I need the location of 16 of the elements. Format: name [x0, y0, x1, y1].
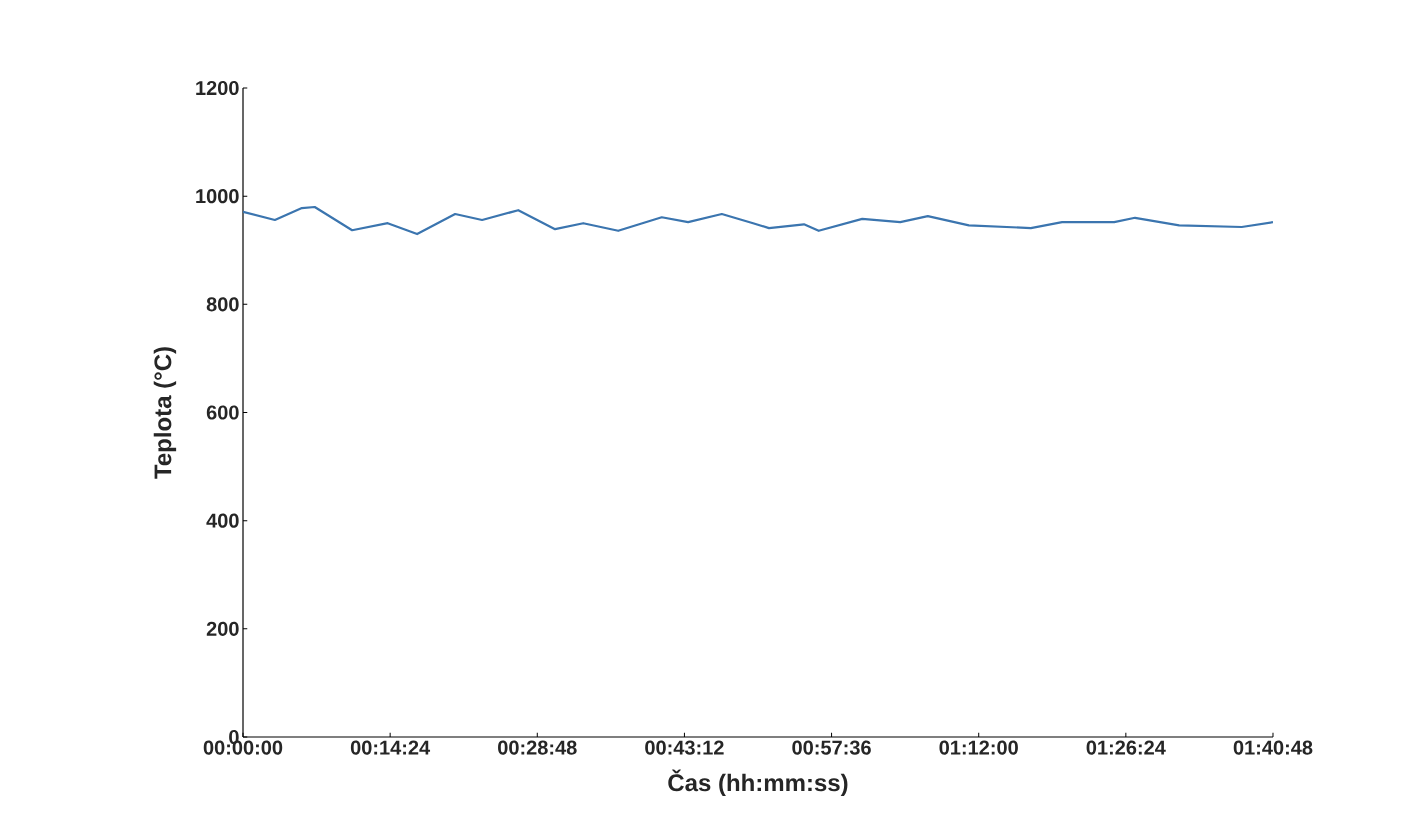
x-tick-label: 01:12:00 [939, 740, 1018, 755]
y-tick-label: 400 [206, 513, 239, 528]
x-tick-label: 00:14:24 [350, 740, 431, 755]
y-tick-label: 1000 [196, 189, 239, 204]
y-tick-label: 800 [206, 297, 239, 312]
x-tick-label: 01:40:48 [1233, 740, 1313, 755]
x-tick-label: 00:28:48 [498, 740, 577, 755]
x-tick-label: 01:26:24 [1086, 740, 1166, 755]
x-tick-label: 00:43:12 [645, 740, 724, 755]
y-tick-label: 1200 [196, 80, 239, 96]
y-axis-title: Teplota (°C) [153, 347, 177, 479]
line-series [243, 205, 1273, 236]
x-axis-title: Čas (hh:mm:ss) [668, 769, 848, 797]
y-tick-label: 600 [206, 405, 239, 420]
x-tick-label: 00:57:36 [792, 740, 871, 755]
y-tick-label: 200 [206, 621, 239, 636]
